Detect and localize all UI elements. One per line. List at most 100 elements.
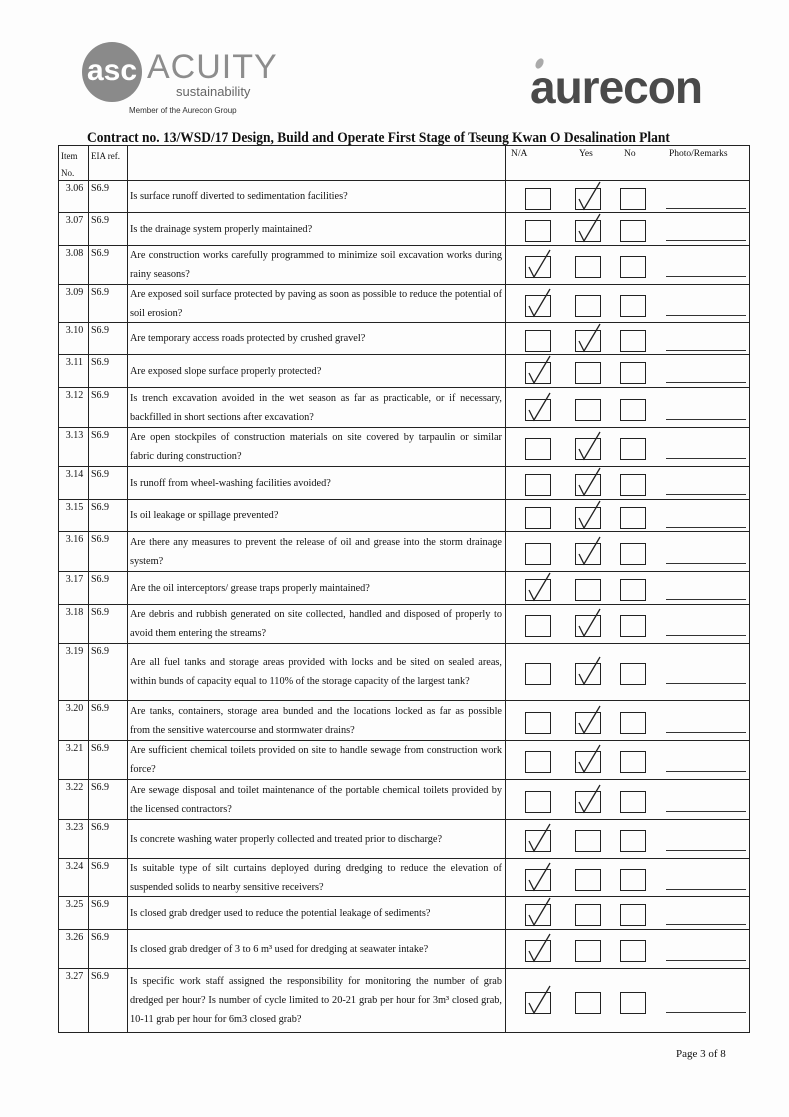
checkbox-yes[interactable] — [575, 744, 601, 774]
checkbox-no[interactable] — [620, 991, 646, 1014]
checkbox-na[interactable] — [525, 933, 551, 963]
checkbox-na[interactable] — [525, 751, 551, 773]
remarks-line[interactable] — [666, 599, 746, 600]
remarks-line[interactable] — [666, 349, 746, 351]
remarks-line[interactable] — [666, 771, 746, 772]
checkbox-no[interactable] — [620, 220, 646, 242]
checkbox-na[interactable] — [525, 474, 551, 496]
remarks-line[interactable] — [666, 382, 746, 383]
checkbox-na[interactable] — [525, 506, 551, 529]
checkbox-yes[interactable] — [575, 256, 601, 278]
table-row: 3.27 S6.9 Is specific work staff assigned … — [59, 969, 749, 1033]
checkbox-na[interactable] — [525, 663, 551, 685]
remarks-line[interactable] — [666, 888, 746, 890]
checkbox-na[interactable] — [525, 985, 551, 1014]
question-text: Are debris and rubbish generated on site… — [130, 609, 502, 639]
checkbox-yes[interactable] — [575, 536, 601, 565]
checkbox-yes[interactable] — [575, 830, 601, 852]
checkbox-no[interactable] — [620, 474, 646, 496]
checkbox-yes[interactable] — [575, 656, 601, 686]
question-cell: Is specific work staff assigned the resp… — [128, 969, 506, 1032]
table-row: 3.22 S6.9 Are sewage disposal and toilet m… — [59, 780, 749, 820]
checkbox-yes[interactable] — [575, 904, 601, 926]
checkbox-na[interactable] — [525, 288, 551, 317]
checkbox-no[interactable] — [620, 751, 646, 773]
checkbox-no[interactable] — [620, 830, 646, 852]
checkbox-no[interactable] — [620, 615, 646, 637]
checkbox-yes[interactable] — [575, 784, 601, 813]
remarks-line[interactable] — [666, 240, 746, 241]
checkbox-na[interactable] — [525, 711, 551, 734]
checkbox-na[interactable] — [525, 790, 551, 813]
remarks-line[interactable] — [666, 526, 746, 528]
checkbox-no[interactable] — [620, 362, 646, 384]
checkbox-na[interactable] — [525, 329, 551, 352]
remarks-line[interactable] — [666, 207, 746, 209]
remarks-line[interactable] — [666, 418, 746, 420]
checkbox-yes[interactable] — [575, 608, 601, 638]
remarks-line[interactable] — [666, 924, 746, 925]
remarks-line[interactable] — [666, 810, 746, 812]
checkbox-no[interactable] — [620, 940, 646, 962]
checkbox-yes[interactable] — [575, 431, 601, 461]
checkbox-na[interactable] — [525, 823, 551, 853]
checkbox-no[interactable] — [620, 187, 646, 210]
table-row: 3.08 S6.9 Are construction works carefully… — [59, 246, 749, 285]
checkbox-yes[interactable] — [575, 940, 601, 962]
checkbox-yes[interactable] — [575, 362, 601, 384]
checkbox-no[interactable] — [620, 256, 646, 278]
checkbox-yes[interactable] — [575, 213, 601, 243]
checkbox-na[interactable] — [525, 355, 551, 385]
remarks-line[interactable] — [666, 494, 746, 495]
checkbox-yes[interactable] — [575, 467, 601, 497]
remarks-line[interactable] — [666, 276, 746, 277]
remarks-line[interactable] — [666, 458, 746, 459]
checkbox-yes[interactable] — [575, 705, 601, 734]
check-mark-icon — [578, 213, 601, 243]
remarks-line[interactable] — [666, 314, 746, 316]
checkbox-no[interactable] — [620, 329, 646, 352]
checkbox-na[interactable] — [525, 438, 551, 460]
checkbox-no[interactable] — [620, 542, 646, 565]
checkbox-yes[interactable] — [575, 868, 601, 891]
checkbox-no[interactable] — [620, 790, 646, 813]
remarks-line[interactable] — [666, 562, 746, 564]
checkbox-no[interactable] — [620, 579, 646, 601]
remarks-line[interactable] — [666, 731, 746, 733]
checkbox-yes[interactable] — [575, 398, 601, 421]
item-number: 3.12 — [59, 388, 89, 427]
checkbox-no[interactable] — [620, 398, 646, 421]
checkbox-no[interactable] — [620, 663, 646, 685]
checkbox-yes[interactable] — [575, 500, 601, 529]
remarks-line[interactable] — [666, 635, 746, 636]
remarks-line[interactable] — [666, 683, 746, 684]
checkbox-na[interactable] — [525, 220, 551, 242]
checkbox-yes[interactable] — [575, 323, 601, 352]
remarks-line[interactable] — [666, 1011, 746, 1013]
check-mark-icon — [528, 862, 551, 891]
checkbox-na[interactable] — [525, 862, 551, 891]
checkbox-na[interactable] — [525, 187, 551, 210]
checkbox-no[interactable] — [620, 506, 646, 529]
remarks-line[interactable] — [666, 850, 746, 851]
checkbox-na[interactable] — [525, 249, 551, 279]
checkbox-yes[interactable] — [575, 579, 601, 601]
checkbox-no[interactable] — [620, 868, 646, 891]
checkbox-na[interactable] — [525, 572, 551, 602]
checkbox-yes[interactable] — [575, 294, 601, 317]
item-number: 3.08 — [59, 246, 89, 284]
checkbox-no[interactable] — [620, 904, 646, 926]
checkbox-na[interactable] — [525, 392, 551, 421]
check-mark-icon — [578, 784, 601, 813]
eia-ref: S6.9 — [90, 605, 128, 643]
checkbox-no[interactable] — [620, 711, 646, 734]
remarks-line[interactable] — [666, 960, 746, 961]
checkbox-na[interactable] — [525, 897, 551, 927]
checkbox-no[interactable] — [620, 294, 646, 317]
checkbox-yes[interactable] — [575, 991, 601, 1014]
checkbox-no[interactable] — [620, 438, 646, 460]
checkbox-yes[interactable] — [575, 181, 601, 210]
eia-ref: S6.9 — [90, 930, 128, 968]
checkbox-na[interactable] — [525, 542, 551, 565]
checkbox-na[interactable] — [525, 615, 551, 637]
